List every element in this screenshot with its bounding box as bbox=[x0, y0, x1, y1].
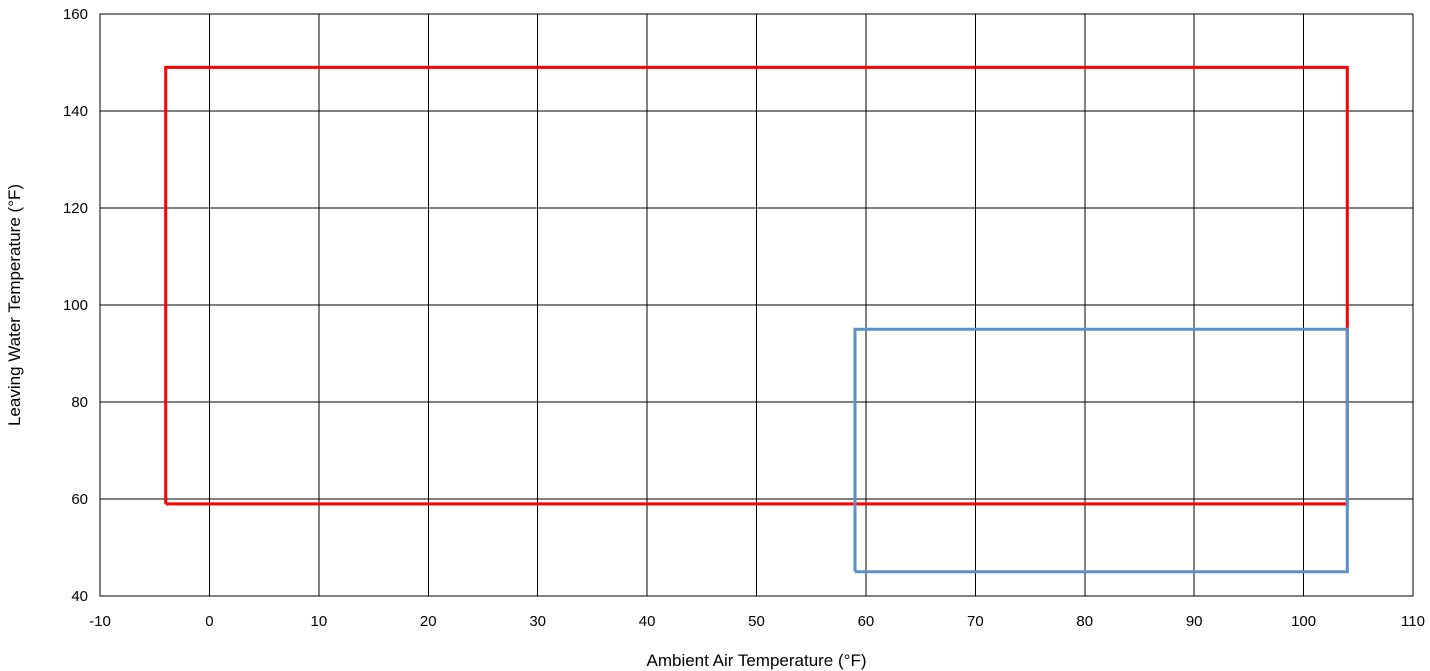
x-tick-label: 0 bbox=[205, 613, 213, 630]
x-tick-label: 40 bbox=[639, 613, 656, 630]
x-tick-label: 80 bbox=[1076, 613, 1093, 630]
x-tick-label: -10 bbox=[89, 613, 111, 630]
y-tick-label: 140 bbox=[63, 103, 88, 120]
y-axis-tick-labels: 40 60 80 100 120 140 160 bbox=[63, 6, 88, 605]
x-axis-title: Ambient Air Temperature (°F) bbox=[646, 651, 866, 670]
y-tick-label: 100 bbox=[63, 297, 88, 314]
y-tick-label: 60 bbox=[71, 491, 88, 508]
y-tick-label: 160 bbox=[63, 6, 88, 23]
x-tick-label: 30 bbox=[529, 613, 546, 630]
x-axis-tick-labels: -10 0 10 20 30 40 50 60 70 80 90 100 110 bbox=[89, 613, 1425, 630]
x-tick-label: 110 bbox=[1401, 613, 1425, 630]
x-tick-label: 90 bbox=[1186, 613, 1203, 630]
y-axis-title: Leaving Water Temperature (°F) bbox=[5, 184, 24, 426]
grid bbox=[99, 13, 1414, 597]
x-tick-label: 20 bbox=[420, 613, 437, 630]
y-tick-label: 120 bbox=[63, 200, 88, 217]
plot-area-frame bbox=[99, 13, 1414, 597]
x-tick-label: 50 bbox=[748, 613, 765, 630]
x-tick-label: 10 bbox=[310, 613, 327, 630]
x-tick-label: 100 bbox=[1291, 613, 1316, 630]
series-1-outline bbox=[164, 65, 1349, 506]
x-tick-label: 60 bbox=[858, 613, 875, 630]
y-tick-label: 40 bbox=[71, 588, 88, 605]
plot-series bbox=[164, 65, 1349, 574]
x-tick-label: 70 bbox=[967, 613, 984, 630]
y-tick-label: 80 bbox=[71, 394, 88, 411]
series-2-outline bbox=[853, 327, 1349, 574]
